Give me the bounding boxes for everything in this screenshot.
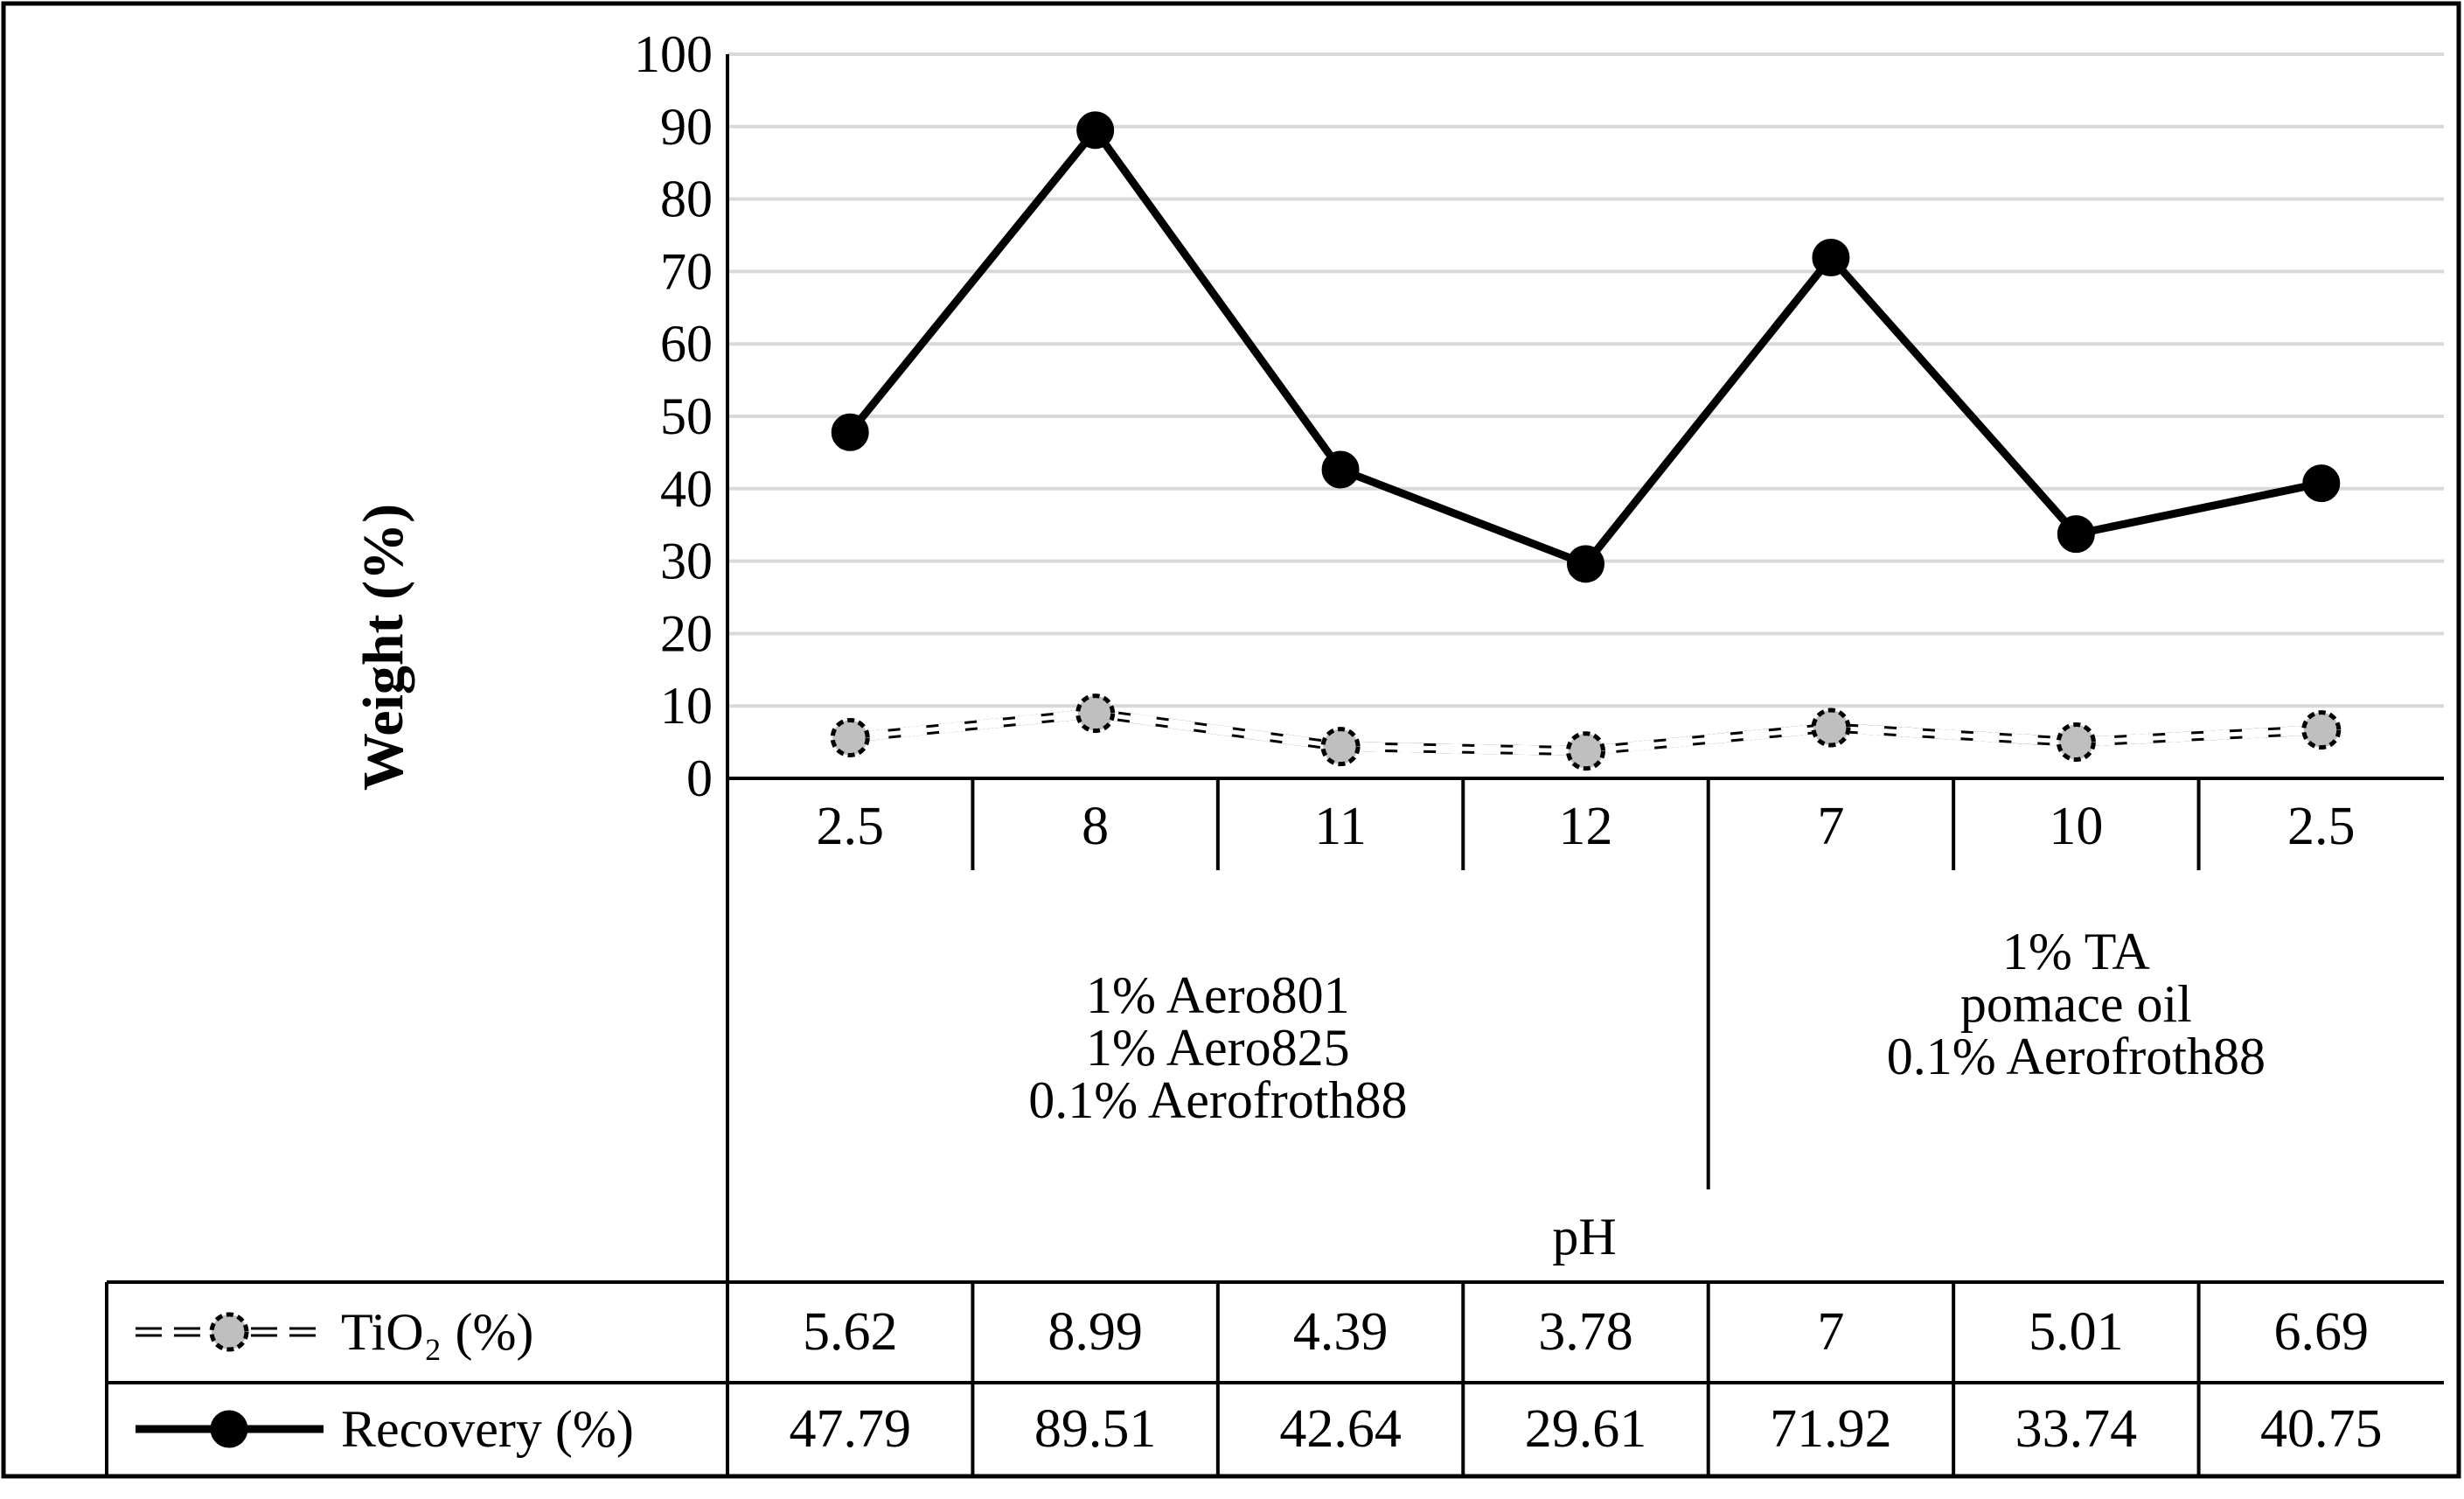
data-point: [1567, 545, 1604, 583]
table-value: 71.92: [1770, 1399, 1892, 1459]
table-value: 40.75: [2260, 1399, 2383, 1459]
data-point: [831, 413, 869, 451]
data-point: [1076, 111, 1115, 150]
group-label: pomace oil: [1960, 975, 2192, 1033]
y-tick-label: 70: [660, 242, 713, 300]
x-tick-label: 11: [1314, 797, 1367, 856]
y-tick-label: 60: [660, 315, 713, 373]
data-point: [1321, 450, 1360, 489]
group-label: 1% TA: [2002, 923, 2150, 980]
y-tick-label: 90: [660, 98, 713, 156]
x-tick-label: 8: [1082, 797, 1109, 856]
data-point: [2056, 722, 2096, 763]
table-value: 7: [1817, 1302, 1844, 1362]
group-label: 1% Aero825: [1086, 1019, 1350, 1077]
legend-marker: [210, 1410, 248, 1448]
table-value: 6.69: [2274, 1302, 2370, 1362]
series-line: [846, 126, 2322, 568]
y-tick-label: 30: [660, 533, 713, 590]
x-axis-title: pH: [1552, 1208, 1616, 1265]
y-tick-label: 40: [660, 460, 713, 518]
y-tick-label: 80: [660, 171, 713, 228]
table-value: 4.39: [1293, 1302, 1389, 1362]
y-tick-label: 0: [686, 750, 713, 807]
data-point: [2057, 515, 2095, 554]
table-value: 29.61: [1525, 1399, 1647, 1459]
x-tick-label: 10: [2049, 797, 2103, 856]
y-axis-title: Weight (%): [352, 504, 415, 791]
legend-label: Recovery (%): [341, 1400, 634, 1458]
table-value: 8.99: [1048, 1302, 1143, 1362]
x-tick-label: 2.5: [816, 797, 884, 856]
y-tick-label: 10: [660, 677, 713, 735]
table-value: 33.74: [2015, 1399, 2138, 1459]
table-value: 42.64: [1279, 1399, 1402, 1459]
group-label: 0.1% Aerofroth88: [1887, 1028, 2266, 1085]
table-value: 47.79: [789, 1399, 911, 1459]
data-point: [1320, 727, 1361, 767]
x-tick-label: 2.5: [2287, 797, 2356, 856]
data-point: [2302, 464, 2341, 503]
legend-label: TiO₂ (%): [341, 1303, 533, 1361]
data-point: [1075, 694, 1116, 734]
y-tick-label: 20: [660, 604, 713, 662]
legend-marker: [209, 1312, 249, 1352]
data-point: [1812, 239, 1850, 277]
table-value: 5.01: [2029, 1302, 2124, 1362]
table-value: 5.62: [803, 1302, 898, 1362]
table-value: 89.51: [1034, 1399, 1157, 1459]
data-point: [1566, 731, 1605, 771]
group-label: 1% Aero801: [1086, 966, 1350, 1024]
data-point: [830, 717, 870, 757]
x-tick-label: 7: [1817, 797, 1844, 856]
data-point: [2301, 710, 2342, 750]
y-tick-label: 50: [660, 387, 713, 445]
x-tick-label: 12: [1559, 797, 1613, 856]
table-value: 3.78: [1538, 1302, 1633, 1362]
data-point: [1811, 708, 1851, 748]
group-label: 0.1% Aerofroth88: [1028, 1071, 1407, 1129]
y-tick-label: 100: [634, 25, 713, 83]
